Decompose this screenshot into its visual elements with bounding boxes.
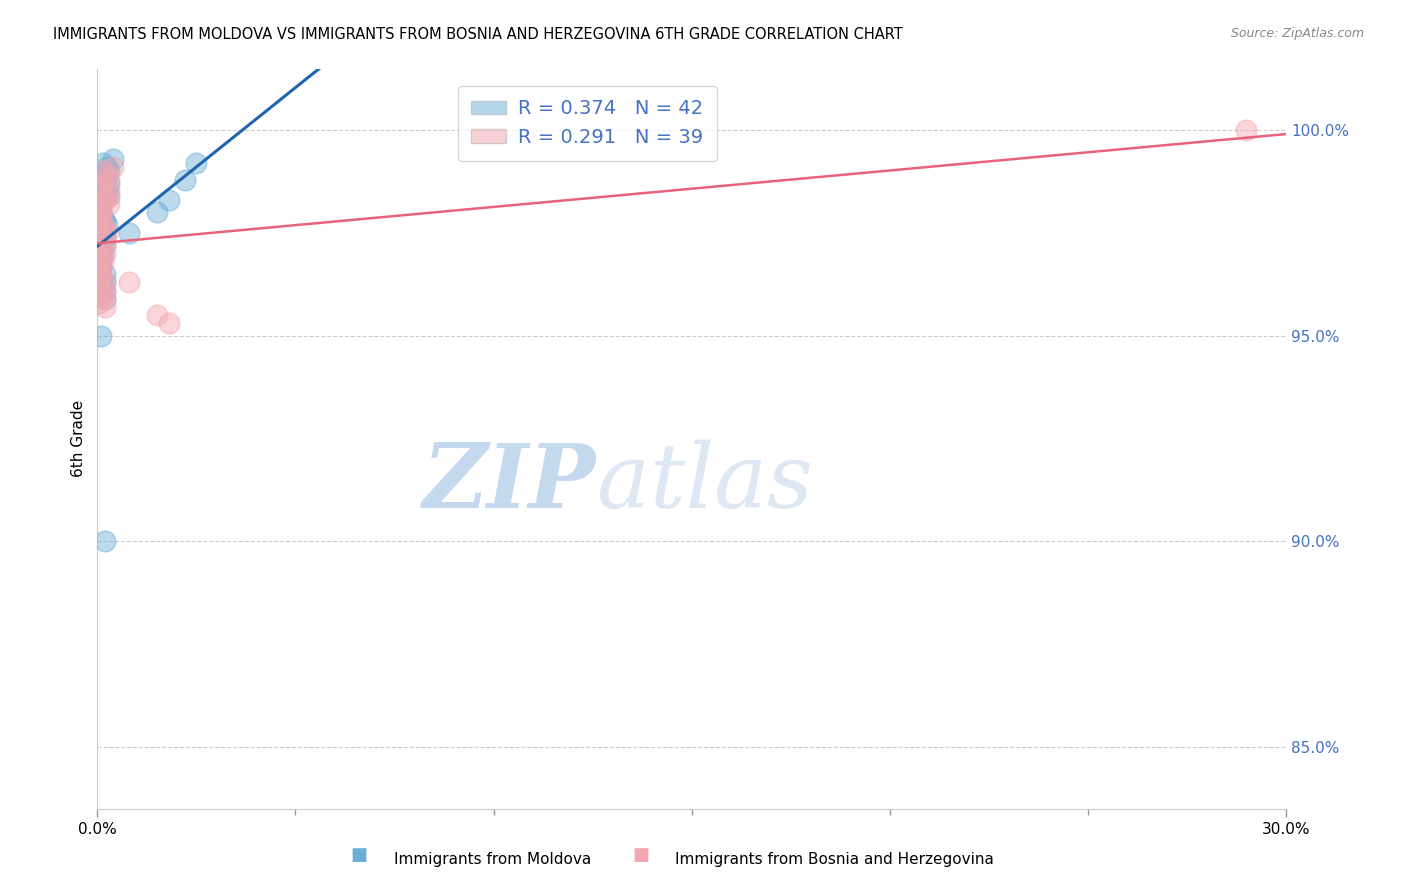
Point (94, 276, 117, 290)
Text: ■: ■ (350, 847, 367, 864)
Point (90, 259, 112, 273)
Point (89, 243, 111, 257)
Point (90, 197, 112, 211)
Point (90, 210, 112, 224)
Point (90, 202, 112, 216)
Point (89, 296, 111, 310)
Text: atlas: atlas (596, 440, 813, 526)
Point (98, 172, 121, 186)
Text: ZIP: ZIP (423, 440, 596, 526)
Point (98, 185, 121, 199)
Point (94, 185, 117, 199)
Y-axis label: 6th Grade: 6th Grade (72, 400, 86, 477)
Point (94, 193, 117, 207)
Point (103, 160, 125, 174)
Point (94, 246, 117, 260)
Point (89, 271, 111, 285)
Point (94, 300, 117, 314)
Point (94, 276, 117, 290)
Text: IMMIGRANTS FROM MOLDOVA VS IMMIGRANTS FROM BOSNIA AND HERZEGOVINA 6TH GRADE CORR: IMMIGRANTS FROM MOLDOVA VS IMMIGRANTS FR… (53, 27, 903, 42)
Point (89, 263, 111, 277)
Legend: R = 0.374   N = 42, R = 0.291   N = 39: R = 0.374 N = 42, R = 0.291 N = 39 (458, 86, 717, 161)
Point (89, 287, 111, 301)
Point (91, 177, 114, 191)
Point (98, 164, 121, 178)
Point (103, 152, 125, 166)
Point (173, 172, 195, 186)
Point (94, 238, 117, 252)
Point (90, 180, 112, 194)
Point (90, 243, 112, 257)
Point (89, 251, 111, 265)
Point (118, 276, 141, 290)
Point (94, 230, 117, 244)
Point (90, 251, 112, 265)
Point (89, 213, 111, 227)
Point (91, 234, 114, 248)
Point (90, 267, 112, 281)
Point (89, 271, 111, 285)
Point (96, 169, 118, 183)
Text: Source: ZipAtlas.com: Source: ZipAtlas.com (1230, 27, 1364, 40)
Point (96, 180, 118, 194)
Point (91, 210, 114, 224)
Point (157, 317, 180, 331)
Point (89, 279, 111, 293)
Point (94, 284, 117, 298)
Point (90, 202, 112, 216)
Point (157, 193, 180, 207)
Point (91, 226, 114, 240)
Point (89, 205, 111, 219)
Point (98, 177, 121, 191)
Point (89, 230, 111, 244)
Point (89, 259, 111, 273)
Text: ■: ■ (633, 847, 650, 864)
Point (90, 328, 112, 343)
Point (90, 279, 112, 293)
Point (94, 238, 117, 252)
Point (91, 246, 114, 260)
Point (90, 172, 112, 186)
Point (146, 205, 169, 219)
Point (90, 193, 112, 207)
Point (91, 169, 114, 183)
Point (94, 267, 117, 281)
Point (96, 218, 118, 232)
Point (96, 226, 118, 240)
Point (90, 205, 112, 219)
Point (118, 226, 141, 240)
Point (89, 234, 111, 248)
Point (89, 222, 111, 236)
Point (96, 160, 118, 174)
Point (94, 292, 117, 306)
Point (94, 222, 117, 236)
Point (91, 156, 114, 170)
Point (1234, 123, 1257, 137)
Point (146, 308, 169, 322)
Point (94, 284, 117, 298)
Point (90, 263, 112, 277)
Point (94, 292, 117, 306)
Point (91, 164, 114, 178)
Point (91, 254, 114, 268)
Point (96, 189, 118, 203)
Point (90, 287, 112, 301)
Point (98, 189, 121, 203)
Text: Immigrants from Bosnia and Herzegovina: Immigrants from Bosnia and Herzegovina (675, 852, 994, 867)
Text: Immigrants from Moldova: Immigrants from Moldova (394, 852, 591, 867)
Point (91, 218, 114, 232)
Point (98, 197, 121, 211)
Point (94, 534, 117, 549)
Point (94, 213, 117, 227)
Point (186, 156, 208, 170)
Point (90, 254, 112, 268)
